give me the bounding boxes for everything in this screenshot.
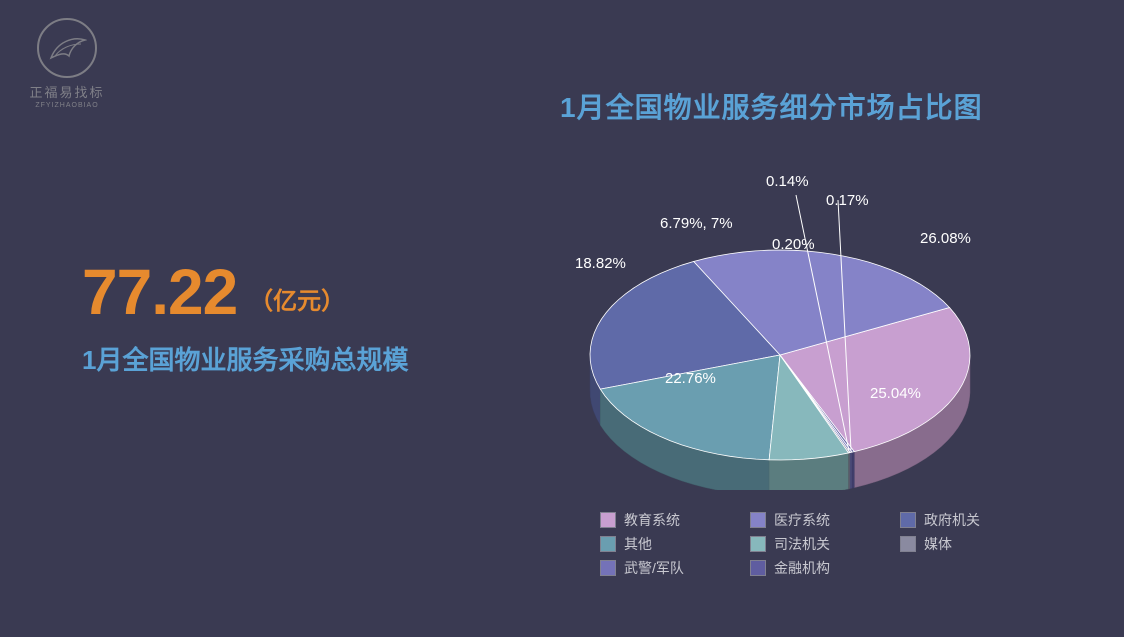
- legend-item: 医疗系统: [750, 510, 900, 530]
- legend-item: 政府机关: [900, 510, 1050, 530]
- legend-swatch: [600, 512, 616, 528]
- legend-label: 政府机关: [924, 510, 980, 530]
- legend-swatch: [750, 560, 766, 576]
- kpi-number: 77.22 （亿元）: [82, 260, 345, 324]
- legend-row: 教育系统 医疗系统 政府机关: [600, 510, 1060, 530]
- legend-item: 武警/军队: [600, 558, 750, 578]
- slice-label: 18.82%: [575, 255, 626, 272]
- legend-label: 武警/军队: [624, 558, 684, 578]
- slice-label: 6.79%, 7%: [660, 215, 733, 232]
- legend-label: 其他: [624, 534, 652, 554]
- slice-label: 22.76%: [665, 370, 716, 387]
- logo-text-cn: 正福易找标: [29, 82, 104, 101]
- chart-title: 1月全国物业服务细分市场占比图: [560, 86, 983, 126]
- logo-text-en: ZFYIZHAOBIAO: [35, 102, 98, 109]
- legend-label: 司法机关: [774, 534, 830, 554]
- legend-row: 其他 司法机关 媒体: [600, 534, 1060, 554]
- legend-swatch: [900, 536, 916, 552]
- legend-swatch: [900, 512, 916, 528]
- brand-logo: 正福易找标 ZFYIZHAOBIAO: [22, 18, 112, 109]
- legend-swatch: [600, 560, 616, 576]
- slice-label: 0.20%: [772, 236, 815, 253]
- kpi-unit: （亿元）: [249, 281, 345, 316]
- legend-item: 教育系统: [600, 510, 750, 530]
- slice-label: 25.04%: [870, 385, 921, 402]
- legend-label: 教育系统: [624, 510, 680, 530]
- legend-swatch: [600, 536, 616, 552]
- slice-label: 0.14%: [766, 173, 809, 190]
- slide-stage: 正福易找标 ZFYIZHAOBIAO 1月全国物业服务细分市场占比图 77.22…: [0, 0, 1124, 637]
- legend-swatch: [750, 536, 766, 552]
- legend-item: 司法机关: [750, 534, 900, 554]
- slice-label: 0.17%: [826, 192, 869, 209]
- legend-item: 金融机构: [750, 558, 900, 578]
- legend-item: 其他: [600, 534, 750, 554]
- bird-icon: [47, 32, 87, 64]
- chart-legend: 教育系统 医疗系统 政府机关其他 司法机关 媒体武警/军队 金融机构: [600, 510, 1060, 582]
- legend-label: 医疗系统: [774, 510, 830, 530]
- legend-row: 武警/军队 金融机构: [600, 558, 1060, 578]
- kpi-value: 77.22: [82, 260, 237, 324]
- pie-chart: 26.08% 25.04% 22.76% 18.82% 6.79%, 7% 0.14% 0.…: [500, 170, 1060, 490]
- pie-chart-svg: [500, 170, 1060, 490]
- legend-label: 金融机构: [774, 558, 830, 578]
- slice-label: 26.08%: [920, 230, 971, 247]
- legend-item: 媒体: [900, 534, 1050, 554]
- kpi-subtitle: 1月全国物业服务采购总规模: [82, 340, 408, 377]
- legend-swatch: [750, 512, 766, 528]
- logo-ring: [37, 18, 97, 78]
- legend-label: 媒体: [924, 534, 952, 554]
